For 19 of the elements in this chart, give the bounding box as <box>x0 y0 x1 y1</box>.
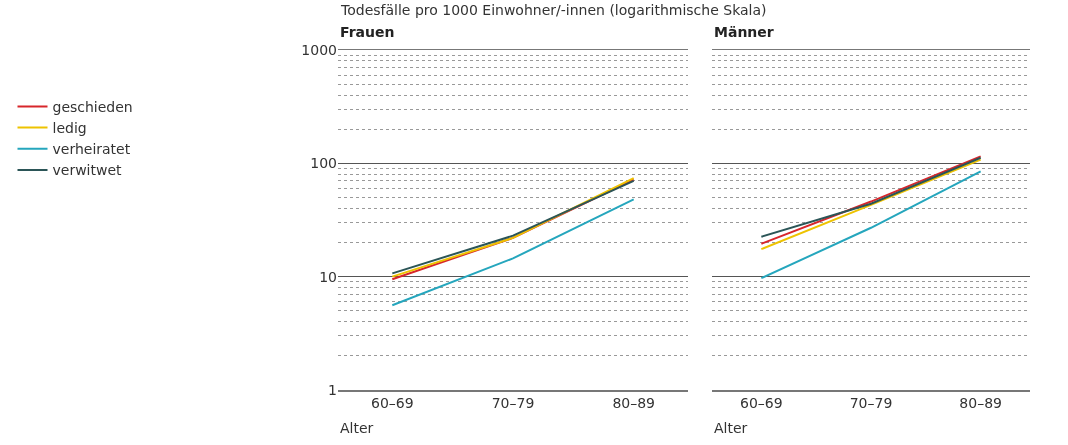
x-axis-title: Alter <box>340 420 374 436</box>
legend-label: verheiratet <box>52 141 131 158</box>
x-tick-label: 70–79 <box>491 395 535 412</box>
y-axis-title: Todesfälle pro 1000 Einwohner/-innen (logarithmische Skala) <box>340 2 767 18</box>
legend-label: geschieden <box>52 98 133 115</box>
legend-label: verwitwet <box>52 162 123 179</box>
legend-label: ledig <box>52 120 87 137</box>
chart-title: Frauen <box>340 24 395 40</box>
chart-title: Männer <box>714 24 774 40</box>
x-axis-title: Alter <box>714 420 748 436</box>
x-tick-label: 80–89 <box>612 395 656 412</box>
x-tick-label: 80–89 <box>959 395 1002 412</box>
y-tick-label: 100 <box>310 155 337 172</box>
x-tick-label: 60–69 <box>370 395 414 412</box>
y-tick-label: 1 <box>328 381 337 398</box>
x-tick-label: 70–79 <box>849 395 893 412</box>
y-tick-label: 10 <box>319 268 337 285</box>
x-tick-label: 60–69 <box>740 395 783 412</box>
y-tick-label: 1000 <box>301 41 337 58</box>
